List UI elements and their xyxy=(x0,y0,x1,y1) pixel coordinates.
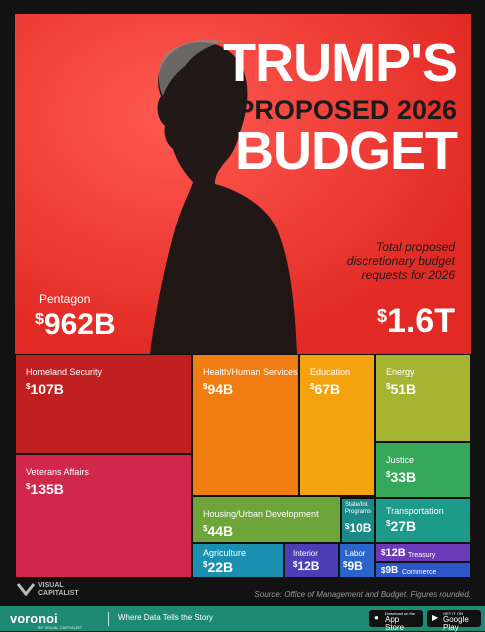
title-line-1: TRUMP'S xyxy=(223,33,458,93)
publisher-logo: VISUAL CAPITALIST xyxy=(38,582,79,598)
cell-interior: Interior $12B xyxy=(284,543,339,578)
cell-value: $107B xyxy=(26,381,64,397)
pentagon-label: Pentagon xyxy=(39,292,91,306)
appstore-label: App Store xyxy=(385,615,405,632)
title-line-2: PROPOSED 2026 xyxy=(236,95,457,125)
cell-label: Treasury xyxy=(408,552,436,559)
cell-housing-urban-development: Housing/Urban Development $44B xyxy=(192,496,341,543)
cell-value: $135B xyxy=(26,481,64,497)
cell-label: Commerce xyxy=(402,569,437,576)
total-value: $1.6T xyxy=(377,302,455,341)
cell-agriculture: Agriculture $22B xyxy=(192,543,284,578)
footer-divider xyxy=(108,612,109,626)
tagline: Where Data Tells the Story xyxy=(118,613,214,622)
publisher-bottom: CAPITALIST xyxy=(38,590,79,597)
cell-label: Health/Human Services xyxy=(203,367,298,377)
cell-label: Energy xyxy=(386,367,415,377)
app-store-button[interactable]: ● Download on the App Store xyxy=(369,610,423,632)
publisher-top: VISUAL xyxy=(38,582,64,589)
cell-label: Housing/Urban Development xyxy=(203,509,319,519)
cell-value: $22B xyxy=(203,559,234,575)
googleplay-label: Google Play xyxy=(443,615,469,632)
cell-transportation: Transportation $27B xyxy=(375,498,471,543)
total-currency: $ xyxy=(376,306,387,326)
cell-value: $67B xyxy=(310,381,341,397)
cell-label: State/Int Programs xyxy=(345,502,372,515)
cell-value: $12B xyxy=(381,547,406,559)
cell-education: Education $67B xyxy=(299,354,375,496)
pentagon-currency: $ xyxy=(35,311,44,328)
cell-value: $51B xyxy=(386,381,417,397)
visual-capitalist-icon xyxy=(16,583,36,596)
cell-value: $10B xyxy=(345,521,372,535)
cell-value: $9B xyxy=(381,565,399,576)
cell-value: $44B xyxy=(203,523,234,539)
googleplay-small: GET IT ON xyxy=(443,611,463,616)
apple-icon: ● xyxy=(374,613,379,622)
trump-silhouette xyxy=(15,14,471,354)
cell-value: $94B xyxy=(203,381,234,397)
cell-justice: Justice $33B xyxy=(375,442,471,498)
cell-label: Veterans Affairs xyxy=(26,467,89,477)
cell-value: $12B xyxy=(293,559,320,573)
cell-treasury: $12B Treasury xyxy=(375,543,471,562)
brand-sub: BY VISUAL CAPITALIST xyxy=(38,625,83,630)
cell-veterans-affairs: Veterans Affairs $135B xyxy=(15,454,192,578)
hero-panel: TRUMP'S PROPOSED 2026 BUDGET Total propo… xyxy=(15,14,471,354)
cell-value: $33B xyxy=(386,469,417,485)
title-line-3: BUDGET xyxy=(235,121,458,181)
cell-value: $9B xyxy=(343,559,363,573)
total-amount: 1.6T xyxy=(386,302,455,340)
cell-label: Education xyxy=(310,367,351,377)
cell-label: Labor xyxy=(345,549,366,558)
footer-bar: voronoi BY VISUAL CAPITALIST Where Data … xyxy=(0,606,485,632)
cell-energy: Energy $51B xyxy=(375,354,471,442)
brand-name[interactable]: voronoi xyxy=(10,611,58,626)
pentagon-amount: 962B xyxy=(43,308,116,341)
cell-labor: Labor $9B xyxy=(339,543,375,578)
source-note: Source: Office of Management and Budget.… xyxy=(254,590,471,599)
cell-commerce: $9B Commerce xyxy=(375,562,471,578)
cell-label: Agriculture xyxy=(203,548,247,558)
cell-state-int-programs: State/Int Programs $10B xyxy=(341,498,375,543)
cell-label: Homeland Security xyxy=(26,367,103,377)
cell-label: Interior xyxy=(293,549,318,558)
google-play-button[interactable]: ▶ GET IT ON Google Play xyxy=(427,610,481,632)
cell-homeland-security: Homeland Security $107B xyxy=(15,354,192,454)
cell-label: Transportation xyxy=(386,506,444,516)
pentagon-value: $962B xyxy=(35,308,116,342)
appstore-small: Download on the xyxy=(385,611,416,616)
play-icon: ▶ xyxy=(432,613,439,622)
cell-label: Justice xyxy=(386,455,415,465)
cell-health-human-services: Health/Human Services $94B xyxy=(192,354,299,496)
cell-value: $27B xyxy=(386,518,417,534)
total-label: Total proposed discretionary budget requ… xyxy=(346,240,455,282)
